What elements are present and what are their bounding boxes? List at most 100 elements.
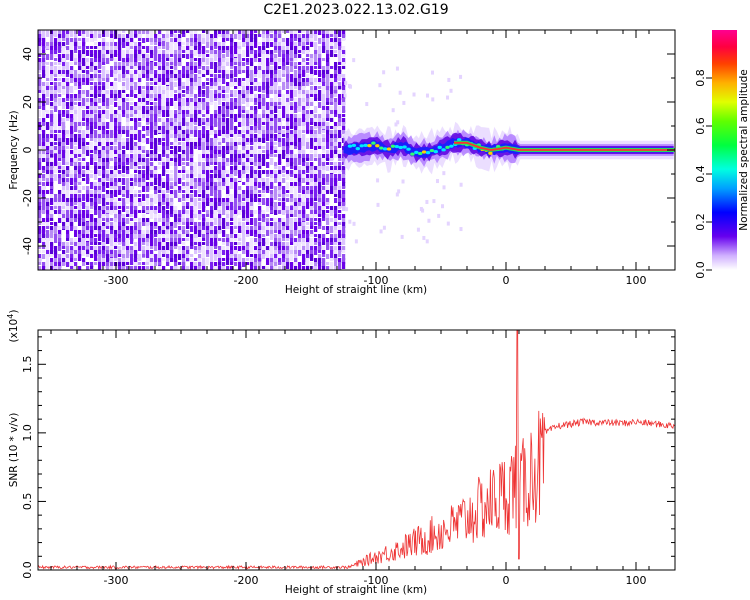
heatmap-cell [258,182,262,188]
heatmap-cell [218,90,222,93]
heatmap-cell [230,114,234,119]
heatmap-cell [98,186,102,193]
heatmap-cell [182,46,186,50]
heatmap-cell [242,106,246,110]
heatmap-cell [42,30,46,36]
heatmap-cell [222,210,226,215]
heatmap-cell [182,122,186,125]
heatmap-cell [150,222,154,229]
heatmap-cell [190,226,194,232]
heatmap-cell [286,262,290,266]
heatmap-cell [302,154,306,159]
heatmap-cell [138,254,142,260]
heatmap-cell [274,162,278,169]
heatmap-cell [86,142,90,145]
heatmap-cell [154,110,158,116]
heatmap-cell [342,230,346,237]
heatmap-cell [138,82,142,88]
heatmap-cell [310,174,314,181]
spectrogram-cells [38,30,463,270]
heatmap-cell [110,130,114,135]
heatmap-cell [194,242,198,245]
heatmap-cell [66,214,70,218]
ridge-peak [418,151,423,156]
heatmap-cell [302,98,306,105]
heatmap-cell [230,178,234,182]
heatmap-cell [50,178,54,183]
heatmap-cell [70,62,74,65]
heatmap-cell [90,238,94,242]
heatmap-cell [146,266,150,269]
heatmap-cell [210,154,214,158]
heatmap-cell [134,58,138,63]
heatmap-cell [162,170,166,176]
heatmap-cell [206,246,210,250]
heatmap-cell [290,218,294,223]
heatmap-cell [102,210,106,216]
heatmap-cell [294,70,298,78]
heatmap-cell [226,98,230,105]
heatmap-cell [234,98,238,103]
heatmap-cell [338,58,342,62]
heatmap-cell [166,210,170,215]
heatmap-cell [126,142,130,150]
heatmap-cell [42,246,46,249]
heatmap-cell [38,66,42,71]
heatmap-cell [114,198,118,204]
heatmap-cell [190,98,194,102]
heatmap-cell [186,226,190,229]
heatmap-cell [286,174,290,180]
heatmap-cell [214,186,218,191]
heatmap-cell [150,250,154,257]
heatmap-cell [334,262,338,269]
heatmap-cell [114,166,118,173]
heatmap-cell [314,126,318,129]
heatmap-cell [294,178,298,182]
heatmap-cell [110,202,114,209]
heatmap-cell [214,182,218,187]
heatmap-cell [38,74,42,80]
heatmap-cell [294,38,298,41]
heatmap-cell [166,106,170,110]
heatmap-cell [246,134,250,141]
heatmap-cell [222,66,226,70]
heatmap-cell [326,210,330,213]
heatmap-cell [118,162,122,165]
heatmap-cell [94,246,98,252]
heatmap-cell [90,166,94,169]
heatmap-cell [86,194,90,201]
heatmap-cell [186,78,190,86]
heatmap-cell [294,130,298,134]
heatmap-cell [254,170,258,176]
heatmap-cell [150,122,154,129]
heatmap-cell [210,98,214,103]
heatmap-cell [166,126,170,133]
heatmap-cell [425,239,429,244]
heatmap-cell [238,230,242,233]
heatmap-cell [222,50,226,53]
heatmap-cell [170,158,174,161]
heatmap-cell [178,74,182,78]
heatmap-cell [226,210,230,215]
heatmap-cell [306,226,310,229]
heatmap-cell [214,134,218,140]
heatmap-cell [102,138,106,143]
heatmap-cell [38,134,42,140]
heatmap-cell [198,242,202,247]
heatmap-cell [166,34,170,38]
heatmap-cell [142,102,146,109]
heatmap-cell [338,118,342,122]
heatmap-cell [146,222,150,228]
heatmap-cell [78,150,82,155]
heatmap-cell [302,186,306,190]
heatmap-cell [58,46,62,51]
heatmap-cell [274,98,278,105]
heatmap-cell [146,246,150,253]
heatmap-cell [306,50,310,55]
heatmap-cell [302,130,306,133]
heatmap-cell [254,166,258,171]
heatmap-cell [74,142,78,145]
heatmap-cell [282,70,286,76]
heatmap-cell [90,246,94,252]
heatmap-cell [182,162,186,165]
